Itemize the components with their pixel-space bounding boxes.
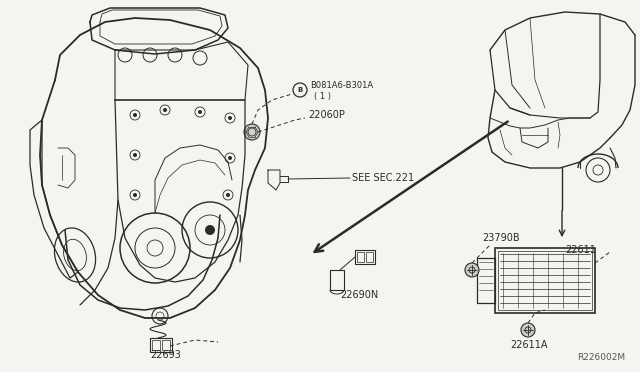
Circle shape — [205, 225, 215, 235]
Text: ( 1 ): ( 1 ) — [314, 92, 331, 100]
Text: 23790B: 23790B — [482, 233, 520, 243]
Text: 22690N: 22690N — [340, 290, 378, 300]
Text: 22611A: 22611A — [510, 340, 547, 350]
Circle shape — [226, 193, 230, 197]
Text: 22060P: 22060P — [308, 110, 345, 120]
Bar — [366, 252, 373, 262]
Bar — [330, 270, 344, 290]
Bar — [498, 251, 592, 310]
Circle shape — [521, 323, 535, 337]
Bar — [162, 340, 170, 350]
Bar — [355, 250, 375, 264]
Circle shape — [198, 110, 202, 114]
Bar — [477, 258, 495, 303]
Text: 22611: 22611 — [565, 245, 596, 255]
Bar — [495, 248, 595, 313]
Circle shape — [163, 108, 167, 112]
Circle shape — [465, 263, 479, 277]
Bar — [357, 252, 364, 262]
Circle shape — [133, 193, 137, 197]
Bar — [152, 340, 160, 350]
Bar — [150, 338, 172, 352]
Circle shape — [228, 156, 232, 160]
Text: B081A6-B301A: B081A6-B301A — [310, 80, 373, 90]
Circle shape — [244, 124, 260, 140]
Text: B: B — [298, 87, 303, 93]
Circle shape — [133, 153, 137, 157]
Text: R226002M: R226002M — [577, 353, 625, 362]
Text: 22693: 22693 — [150, 350, 181, 360]
Circle shape — [228, 116, 232, 120]
Circle shape — [133, 113, 137, 117]
Text: SEE SEC.221: SEE SEC.221 — [352, 173, 414, 183]
